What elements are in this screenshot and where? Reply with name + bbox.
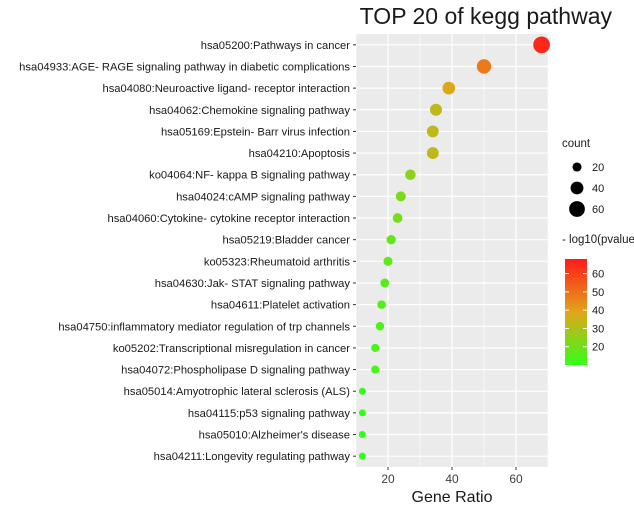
color-legend-label: 40 [592,305,604,317]
data-point [380,278,390,288]
y-tick-label: hsa05219:Bladder cancer [222,235,350,247]
data-point [405,169,416,181]
data-point [426,147,439,159]
data-point [392,213,403,223]
size-legend-label: 20 [592,162,604,174]
x-tick-label: 20 [381,472,395,486]
y-tick-label: hsa05014:Amyotrophic lateral sclerosis (… [124,386,351,398]
data-point [358,409,366,417]
data-point [371,365,380,374]
color-legend-label: 60 [592,269,604,281]
y-tick-label: hsa04933:AGE- RAGE signaling pathway in … [19,61,350,73]
y-tick-label: hsa04024:cAMP signaling pathway [176,191,350,203]
color-legend-bar [565,259,587,365]
data-point [358,452,366,460]
x-tick-label: 40 [445,472,459,486]
size-legend-label: 60 [592,204,604,216]
data-point [386,235,396,245]
y-tick-label: hsa04611:Platelet activation [211,300,350,312]
chart-title: TOP 20 of kegg pathway [360,3,613,29]
data-point [533,36,550,54]
y-tick-label: hsa04750:inflammatory mediator regulatio… [58,321,350,333]
data-point [429,103,443,116]
y-tick-label: hsa05010:Alzheimer's disease [199,430,350,442]
y-tick-label: hsa04210:Apoptosis [249,148,351,160]
data-point [426,125,439,138]
color-legend-label: 30 [592,323,604,335]
y-tick-label: hsa05200:Pathways in cancer [201,40,351,52]
data-point [442,81,456,95]
color-legend-label: 20 [592,342,604,354]
data-point [383,256,393,266]
plot-panel [355,34,550,467]
y-tick-label: hsa05169:Epstein- Barr virus infection [161,126,350,138]
color-legend-label: 50 [592,287,604,299]
data-point [476,59,492,74]
data-point [375,322,385,331]
size-legend-key [570,181,584,195]
color-legend-title: - log10(pvalue) [562,234,634,246]
y-tick-label: hsa04072:Phospholipase D signaling pathw… [121,365,350,377]
data-point [371,343,380,352]
size-legend-title: count [562,138,591,150]
y-tick-label: ko04064:NF- kappa B signaling pathway [149,170,350,182]
y-tick-label: hsa04630:Jak- STAT signaling pathway [155,278,351,290]
data-point [358,431,366,439]
size-legend-label: 40 [592,183,604,195]
size-legend-key [569,201,585,217]
x-axis: 20 40 60 [381,467,523,486]
y-tick-label: hsa04080:Neuroactive ligand- receptor in… [102,83,350,95]
data-point [395,191,406,202]
x-axis-label: Gene Ratio [412,489,493,506]
y-tick-label: hsa04062:Chemokine signaling pathway [149,105,350,117]
y-tick-label: ko05323:Rheumatoid arthritis [204,256,351,268]
color-legend: - log10(pvalue) 20 30 40 50 60 [562,234,634,365]
y-tick-label: ko05202:Transcriptional misregulation in… [113,343,350,355]
y-tick-label: hsa04211:Longevity regulating pathway [154,451,351,463]
y-axis-labels: hsa05200:Pathways in cancer hsa04933:AGE-… [19,40,356,463]
data-point [358,387,366,395]
y-tick-label: hsa04115:p53 signaling pathway [188,408,351,420]
data-point [377,300,386,309]
size-legend-key [572,162,582,172]
x-tick-label: 60 [509,472,523,486]
y-tick-label: hsa04060:Cytokine- cytokine receptor int… [107,213,350,225]
